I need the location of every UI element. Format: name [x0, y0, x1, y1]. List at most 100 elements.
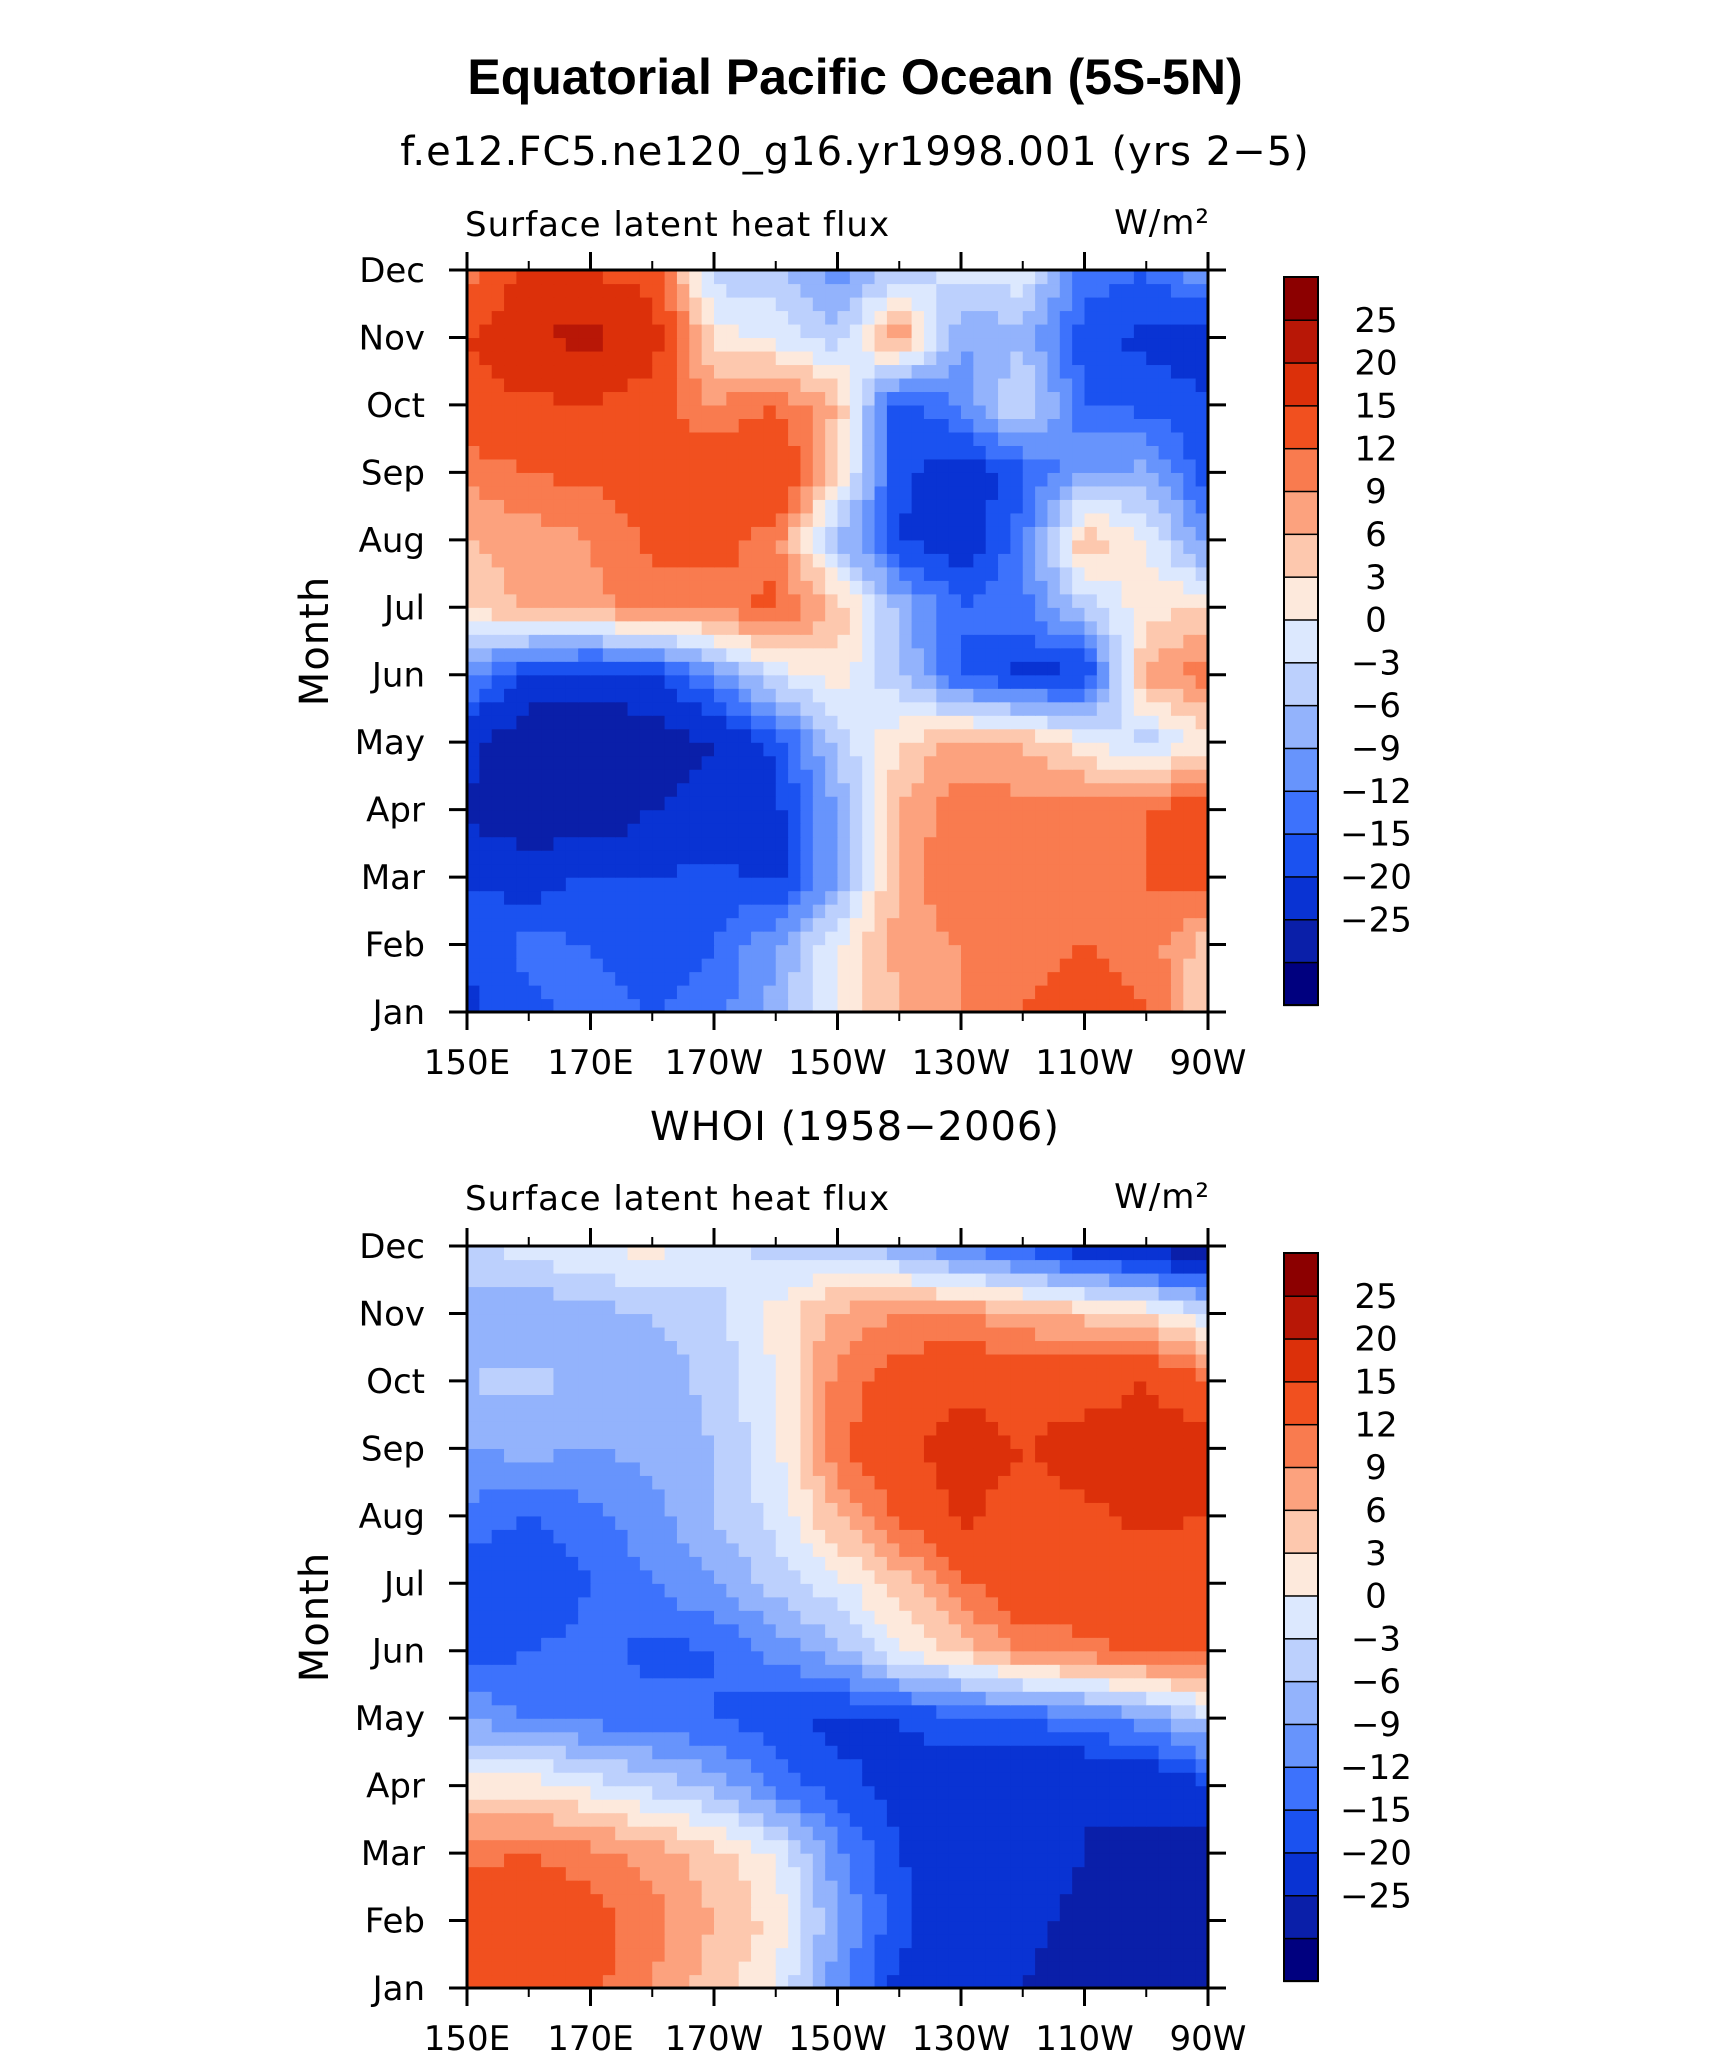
heatmap-cell — [800, 634, 814, 649]
heatmap-cell — [886, 890, 900, 905]
heatmap-cell — [726, 1893, 740, 1908]
heatmap-cell — [763, 566, 777, 581]
heatmap-cell — [676, 1799, 690, 1814]
heatmap-cell — [1183, 971, 1197, 986]
heatmap-cell — [578, 499, 592, 514]
heatmap-cell — [639, 809, 653, 824]
heatmap-cell — [837, 890, 851, 905]
heatmap-cell — [491, 1947, 505, 1962]
heatmap-cell — [1010, 1650, 1024, 1665]
heatmap-cell — [602, 1961, 616, 1976]
heatmap-cell — [1047, 1907, 1061, 1922]
heatmap-cell — [936, 1731, 950, 1746]
heatmap-cell — [590, 701, 604, 716]
heatmap-cell — [812, 661, 826, 676]
heatmap-cell — [467, 377, 480, 393]
heatmap-cell — [689, 701, 703, 716]
heatmap-cell — [1084, 566, 1098, 581]
heatmap-cell — [973, 836, 987, 851]
heatmap-cell — [825, 1866, 839, 1881]
heatmap-cell — [528, 1758, 542, 1773]
heatmap-cell — [714, 323, 727, 339]
heatmap-cell — [874, 1853, 888, 1868]
heatmap-cell — [825, 1947, 839, 1962]
heatmap-cell — [837, 904, 851, 919]
heatmap-cell — [812, 863, 826, 878]
heatmap-cell — [998, 1974, 1011, 1989]
heatmap-cell — [541, 445, 555, 460]
heatmap-cell — [565, 850, 579, 865]
heatmap-cell — [751, 985, 764, 1000]
heatmap-cell — [1022, 647, 1036, 662]
heatmap-cell — [973, 755, 987, 770]
heatmap-cell — [948, 742, 962, 757]
heatmap-cell — [504, 863, 517, 878]
heatmap-cell — [1072, 823, 1086, 838]
heatmap-cell — [961, 796, 974, 811]
heatmap-cell — [541, 1623, 555, 1638]
heatmap-cell — [1022, 1961, 1036, 1976]
heatmap-cell — [1170, 364, 1184, 379]
heatmap-cell — [874, 755, 888, 770]
heatmap-cell — [1022, 1677, 1036, 1692]
heatmap-cell — [504, 796, 517, 811]
heatmap-cell — [541, 1664, 555, 1679]
heatmap-cell — [664, 1853, 678, 1868]
heatmap-cell — [998, 445, 1011, 460]
heatmap-cell — [1035, 283, 1049, 298]
heatmap-cell — [1133, 782, 1147, 797]
heatmap-cell — [973, 1664, 987, 1679]
heatmap-cell — [467, 1731, 480, 1746]
heatmap-cell — [1072, 296, 1086, 312]
heatmap-cell — [849, 1718, 863, 1733]
heatmap-cell — [1010, 688, 1024, 703]
heatmap-cell — [985, 1893, 999, 1908]
heatmap-cell — [788, 404, 802, 419]
heatmap-cell — [948, 1866, 962, 1881]
heatmap-cell — [1109, 634, 1123, 649]
heatmap-cell — [1170, 1677, 1184, 1692]
heatmap-cell — [825, 796, 839, 811]
heatmap-cell — [1059, 782, 1073, 797]
heatmap-cell — [1035, 715, 1049, 730]
heatmap-cell — [1121, 1907, 1135, 1922]
heatmap-cell — [541, 755, 555, 770]
heatmap-cell — [738, 1974, 752, 1989]
heatmap-cell — [528, 688, 542, 703]
heatmap-cell — [1035, 593, 1049, 608]
heatmap-cell — [1158, 485, 1172, 500]
heatmap-cell — [1010, 917, 1024, 932]
heatmap-cell — [1059, 283, 1073, 298]
heatmap-cell — [590, 270, 604, 285]
heatmap-cell — [961, 431, 974, 446]
heatmap-cell — [602, 958, 616, 973]
heatmap-cell — [837, 593, 851, 608]
heatmap-cell — [800, 701, 814, 716]
heatmap-cell — [491, 539, 505, 554]
colorbar-box — [1283, 447, 1319, 493]
heatmap-cell — [985, 1691, 999, 1706]
heatmap-cell — [479, 809, 493, 824]
heatmap-cell — [491, 499, 505, 514]
heatmap-cell — [948, 1758, 962, 1773]
heatmap-cell — [1133, 701, 1147, 716]
heatmap-cell — [763, 607, 777, 622]
heatmap-cell — [800, 350, 814, 366]
heatmap-cell — [1195, 809, 1209, 824]
heatmap-cell — [948, 1785, 962, 1800]
heatmap-cell — [825, 917, 839, 932]
heatmap-cell — [862, 1920, 876, 1935]
heatmap-cell — [590, 1650, 604, 1665]
heatmap-cell — [541, 1785, 555, 1800]
heatmap-cell — [1072, 337, 1086, 352]
heatmap-cell — [923, 458, 937, 473]
heatmap-cell — [936, 823, 950, 838]
heatmap-cell — [1121, 418, 1135, 433]
heatmap-cell — [565, 1758, 579, 1773]
heatmap-cell — [825, 1718, 839, 1733]
heatmap-cell — [1133, 917, 1147, 932]
heatmap-cell — [664, 553, 678, 568]
heatmap-cell — [615, 1623, 629, 1638]
heatmap-cell — [1047, 1799, 1061, 1814]
heatmap-cell — [504, 1812, 517, 1827]
